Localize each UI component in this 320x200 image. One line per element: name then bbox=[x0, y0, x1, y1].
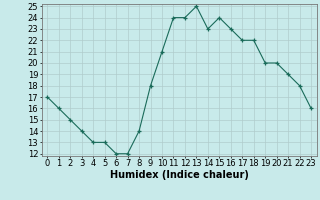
X-axis label: Humidex (Indice chaleur): Humidex (Indice chaleur) bbox=[110, 170, 249, 180]
